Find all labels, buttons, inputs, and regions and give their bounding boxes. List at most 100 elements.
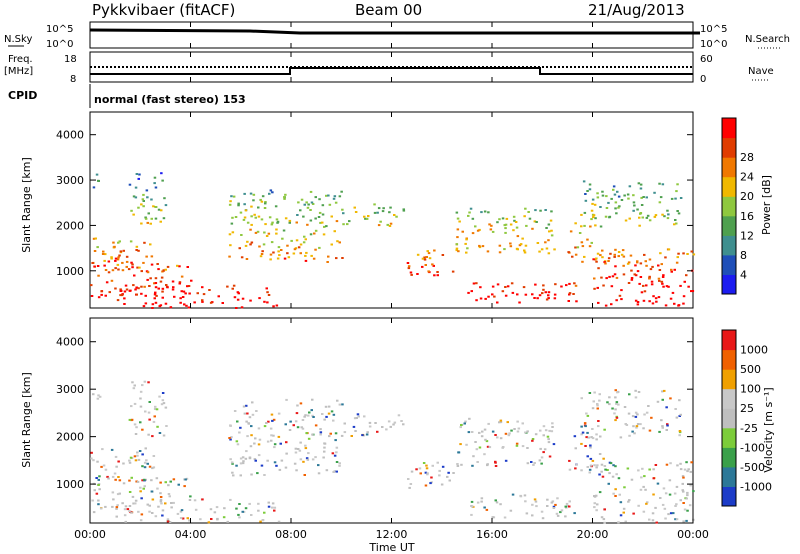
power-cell xyxy=(617,195,621,198)
velocity-cell xyxy=(643,413,646,416)
power-cell xyxy=(622,264,625,267)
power-cell xyxy=(534,283,537,286)
power-cell xyxy=(645,264,648,267)
velocity-cell xyxy=(682,476,685,479)
velocity-cell xyxy=(129,456,133,459)
power-cell xyxy=(140,203,143,206)
power-cell xyxy=(304,259,308,262)
velocity-cell xyxy=(422,462,426,464)
power-cell xyxy=(592,214,596,217)
power-cell xyxy=(633,273,636,276)
power-cell xyxy=(575,300,578,303)
velocity-cell xyxy=(387,420,391,423)
power-cell xyxy=(235,307,238,309)
power-cell xyxy=(524,293,528,296)
velocity-cell xyxy=(172,501,175,504)
velocity-cell xyxy=(158,432,162,434)
power-cell xyxy=(601,256,604,259)
velocity-cell xyxy=(112,498,115,501)
velocity-cell xyxy=(656,400,660,403)
velocity-cell xyxy=(463,422,466,425)
velocity-cell xyxy=(319,431,323,434)
power-cell xyxy=(504,223,508,226)
power-cell xyxy=(427,270,430,273)
power-cell xyxy=(528,217,532,220)
velocity-cbar-tick: 25 xyxy=(740,402,754,415)
velocity-cell xyxy=(606,401,609,404)
velocity-cell xyxy=(534,500,538,503)
power-cell xyxy=(636,270,640,273)
power-cell xyxy=(544,241,547,244)
velocity-cell xyxy=(335,451,338,454)
velocity-cell xyxy=(692,490,695,493)
velocity-cell xyxy=(550,430,554,433)
velocity-cell xyxy=(332,413,336,416)
power-cell xyxy=(118,240,121,243)
power-cell xyxy=(278,254,281,257)
power-cell xyxy=(93,250,97,252)
velocity-cell xyxy=(526,447,529,449)
velocity-cell xyxy=(488,446,492,449)
velocity-cell xyxy=(161,399,165,402)
freq-label: Freq. xyxy=(8,54,33,65)
velocity-cell xyxy=(464,420,467,423)
power-cell xyxy=(150,263,154,266)
velocity-cell xyxy=(622,507,626,510)
power-cell xyxy=(685,274,688,277)
power-cell xyxy=(669,297,673,300)
velocity-cell xyxy=(678,434,681,437)
velocity-cell xyxy=(356,413,360,416)
power-cell xyxy=(135,286,138,289)
velocity-cbar-swatch xyxy=(722,486,736,507)
power-cell xyxy=(237,292,240,295)
power-cbar-label: Power [dB] xyxy=(760,175,773,235)
velocity-cell xyxy=(239,462,243,465)
power-cell xyxy=(135,293,138,296)
velocity-cell xyxy=(470,431,474,433)
velocity-cell xyxy=(614,465,617,468)
power-cell xyxy=(244,244,248,247)
velocity-cell xyxy=(546,498,549,501)
velocity-cell xyxy=(565,502,569,505)
power-ytick-label: 4000 xyxy=(56,129,84,142)
velocity-cell xyxy=(115,465,118,468)
velocity-cell xyxy=(201,498,204,501)
velocity-cell xyxy=(595,438,598,441)
velocity-cell xyxy=(90,451,93,454)
power-cell xyxy=(299,243,303,246)
velocity-cell xyxy=(652,468,655,471)
velocity-cell xyxy=(311,414,314,417)
power-cell xyxy=(185,304,188,307)
velocity-cell xyxy=(503,516,507,519)
velocity-cell xyxy=(216,517,219,520)
velocity-cell xyxy=(494,434,497,436)
power-cell xyxy=(164,268,167,271)
power-cell xyxy=(618,294,622,297)
power-cell xyxy=(616,190,619,193)
velocity-cell xyxy=(424,484,428,487)
power-cell xyxy=(97,180,100,182)
power-cell xyxy=(523,251,527,254)
power-cell xyxy=(660,263,663,266)
velocity-cell xyxy=(238,503,241,505)
velocity-cell xyxy=(111,475,115,478)
velocity-cell xyxy=(139,390,143,393)
velocity-cbar-tick: 1000 xyxy=(740,344,768,357)
velocity-cell xyxy=(99,507,103,510)
power-cell xyxy=(634,274,638,277)
velocity-cell xyxy=(294,447,298,450)
velocity-cell xyxy=(141,453,144,456)
power-cell xyxy=(275,228,278,231)
velocity-cell xyxy=(548,455,552,458)
velocity-cell xyxy=(487,422,490,425)
power-cell xyxy=(151,303,155,306)
velocity-cell xyxy=(618,493,621,496)
velocity-cell xyxy=(148,418,151,421)
power-cell xyxy=(186,285,189,288)
velocity-cell xyxy=(664,517,667,520)
velocity-cell xyxy=(267,501,270,504)
velocity-cell xyxy=(589,457,593,460)
power-cell xyxy=(433,249,436,252)
velocity-cell xyxy=(139,397,142,400)
power-cell xyxy=(108,291,111,294)
